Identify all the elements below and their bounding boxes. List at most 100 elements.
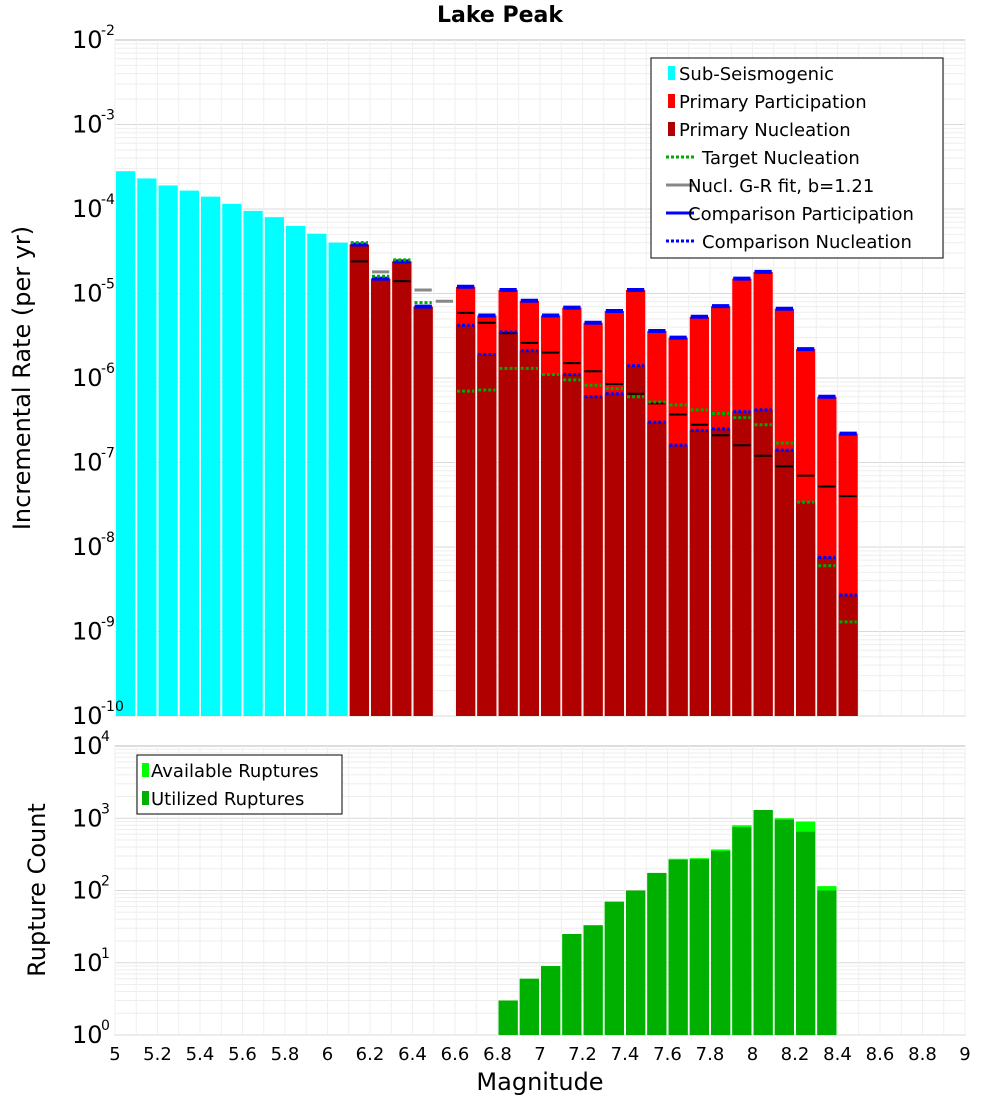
y-tick-label: 10 — [72, 804, 103, 832]
x-tick-label: 6.8 — [483, 1044, 512, 1065]
bottom-bars — [498, 810, 837, 1035]
y-tick-exponent: -3 — [101, 108, 115, 124]
x-tick-label: 6.6 — [441, 1044, 470, 1065]
sub-seismogenic-bar — [158, 185, 178, 717]
legend-swatch — [668, 122, 675, 136]
primary-nucleation-bar — [477, 354, 497, 716]
y-tick-label: 10 — [72, 533, 103, 561]
legend-swatch — [142, 791, 149, 805]
sub-seismogenic-bar — [137, 178, 157, 717]
primary-nucleation-bar — [392, 261, 412, 716]
y-tick-label: 10 — [72, 449, 103, 477]
utilized-ruptures-bar — [498, 1000, 518, 1035]
x-tick-label: 5.8 — [271, 1044, 300, 1065]
x-tick-label: 9 — [959, 1044, 970, 1065]
x-tick-label: 6.4 — [398, 1044, 427, 1065]
primary-nucleation-bar — [413, 306, 433, 716]
top-line-marks — [350, 241, 857, 624]
x-tick-labels: 5 5.2 5.4 5.6 5.8 6 6.2 6.4 6.6 6.8 7 7.2 7.4 7.6 7.8 8… — [109, 1044, 970, 1065]
x-tick-label: 6.2 — [356, 1044, 385, 1065]
top-bars — [116, 171, 858, 717]
x-tick-label: 7 — [534, 1044, 545, 1065]
x-tick-label: 7.8 — [696, 1044, 725, 1065]
primary-nucleation-bar — [689, 430, 709, 716]
sub-seismogenic-bar — [286, 225, 306, 716]
primary-nucleation-bar — [519, 350, 539, 716]
y-tick-exponent: -2 — [101, 23, 115, 39]
bottom-y-axis-label: Rupture Count — [23, 803, 51, 977]
primary-nucleation-bar — [796, 502, 816, 716]
y-tick-exponent: -4 — [101, 192, 115, 208]
primary-nucleation-bar — [647, 422, 667, 716]
utilized-ruptures-bar — [519, 978, 539, 1035]
y-tick-label: 10 — [72, 26, 103, 54]
x-tick-label: 7.4 — [611, 1044, 640, 1065]
primary-nucleation-bar — [838, 595, 858, 716]
utilized-ruptures-bar — [732, 827, 752, 1035]
primary-nucleation-bar — [711, 428, 731, 716]
y-tick-exponent: -7 — [101, 446, 115, 462]
utilized-ruptures-bar — [562, 933, 582, 1035]
y-tick-exponent: -9 — [101, 615, 115, 631]
x-tick-label: 8.8 — [908, 1044, 937, 1065]
utilized-ruptures-bar — [689, 859, 709, 1035]
utilized-ruptures-bar — [796, 831, 816, 1035]
top-legend: Sub-Seismogenic Primary Participation Prim… — [650, 57, 944, 259]
y-tick-label: 10 — [72, 618, 103, 646]
x-tick-label: 8.4 — [823, 1044, 852, 1065]
y-tick-label: 10 — [72, 702, 103, 730]
y-tick-exponent: 2 — [101, 874, 110, 890]
y-tick-label: 10 — [72, 949, 103, 977]
legend-label: Nucl. G-R fit, b=1.21 — [688, 176, 874, 197]
legend-label: Primary Participation — [679, 92, 867, 113]
x-tick-label: 8 — [747, 1044, 758, 1065]
primary-nucleation-bar — [456, 325, 476, 716]
utilized-ruptures-bar — [753, 810, 773, 1035]
primary-nucleation-bar — [541, 374, 561, 716]
utilized-ruptures-bar — [668, 859, 688, 1035]
y-tick-exponent: -8 — [101, 530, 115, 546]
legend-swatch — [668, 94, 675, 108]
y-tick-label: 10 — [72, 732, 103, 760]
utilized-ruptures-bar — [604, 901, 624, 1035]
y-tick-exponent: 1 — [101, 946, 110, 962]
utilized-ruptures-bar — [541, 966, 561, 1035]
y-tick-label: 10 — [72, 195, 103, 223]
x-tick-label: 5 — [109, 1044, 120, 1065]
y-tick-label: 10 — [72, 280, 103, 308]
x-tick-label: 7.6 — [653, 1044, 682, 1065]
utilized-ruptures-bar — [626, 890, 646, 1035]
legend-swatch — [142, 763, 149, 777]
top-legend-box — [650, 57, 944, 259]
y-tick-exponent: -5 — [101, 277, 115, 293]
sub-seismogenic-bar — [328, 242, 348, 717]
legend-label: Sub-Seismogenic — [679, 64, 834, 85]
sub-seismogenic-bar — [179, 190, 199, 716]
x-tick-label: 5.2 — [143, 1044, 172, 1065]
primary-nucleation-bar — [562, 374, 582, 716]
primary-nucleation-bar — [604, 393, 624, 716]
y-tick-exponent: 0 — [101, 1018, 110, 1034]
bottom-legend: Available Ruptures Utilized Ruptures — [136, 754, 343, 815]
y-tick-exponent: -6 — [101, 361, 115, 377]
sub-seismogenic-bar — [201, 196, 221, 717]
x-axis-label: Magnitude — [476, 1068, 603, 1096]
utilized-ruptures-bar — [711, 851, 731, 1035]
primary-nucleation-bar — [732, 411, 752, 716]
bottom-gridlines — [114, 746, 966, 1036]
x-tick-label: 7.2 — [568, 1044, 597, 1065]
bottom-legend-box — [136, 754, 343, 815]
utilized-ruptures-bar — [647, 872, 667, 1035]
primary-nucleation-bar — [349, 244, 369, 716]
y-tick-exponent: 3 — [101, 801, 110, 817]
y-tick-exponent: -10 — [101, 699, 124, 715]
chart-title: Lake Peak — [437, 3, 564, 28]
primary-nucleation-bar — [583, 396, 603, 716]
sub-seismogenic-bar — [222, 203, 242, 716]
x-tick-label: 5.4 — [186, 1044, 215, 1065]
x-tick-label: 8.6 — [866, 1044, 895, 1065]
legend-label: Primary Nucleation — [679, 120, 851, 141]
y-tick-label: 10 — [72, 364, 103, 392]
